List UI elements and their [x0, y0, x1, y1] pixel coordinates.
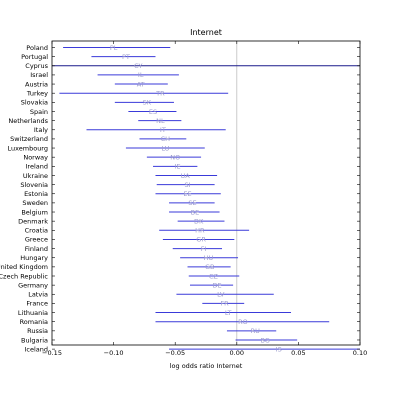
point-label: HR [195, 227, 205, 235]
point-label: CY [134, 62, 142, 70]
point-label: ES [149, 108, 157, 116]
point-label: SI [184, 181, 190, 189]
point-label: GR [196, 236, 206, 244]
category-label: United Kingdom [0, 263, 48, 271]
point-label: SE [188, 199, 196, 207]
point-label: TR [155, 90, 165, 98]
category-label: Denmark [18, 217, 48, 225]
category-label: Iceland [24, 345, 48, 353]
category-label: Lithuania [18, 309, 48, 317]
x-tick-label: 0.05 [291, 349, 305, 357]
point-label: IL [138, 71, 144, 79]
category-label: Romania [20, 318, 48, 326]
point-label: IE [175, 163, 181, 171]
point-label: LU [161, 144, 169, 152]
plot-frame [51, 40, 361, 346]
point-label: RO [238, 318, 248, 326]
point-label: PT [122, 53, 130, 61]
x-tick-label: 0.10 [353, 349, 367, 357]
chart-title: Internet [190, 28, 222, 37]
x-tick-label: 0.00 [230, 349, 244, 357]
category-label: Norway [23, 153, 48, 161]
point-label: IS [276, 345, 282, 353]
category-label: Cyprus [25, 62, 48, 70]
point-label: CZ [209, 272, 219, 280]
category-label: Greece [25, 236, 48, 244]
point-label: AT [137, 80, 145, 88]
point-label: BE [191, 208, 200, 216]
category-label: Ukraine [23, 172, 48, 180]
category-label: France [26, 300, 48, 308]
category-label: Slovenia [20, 181, 48, 189]
category-label: Portugal [21, 53, 48, 61]
x-tick-label: −0.15 [42, 349, 62, 357]
category-label: Luxembourg [7, 144, 48, 152]
category-label: Hungary [20, 254, 48, 262]
category-label: Latvia [28, 291, 48, 299]
category-label: Estonia [24, 190, 48, 198]
point-label: NL [156, 117, 165, 125]
point-label: RU [251, 327, 261, 335]
category-label: Turkey [26, 90, 48, 98]
point-label: FR [220, 300, 229, 308]
point-label: IT [160, 126, 166, 134]
category-label: Switzerland [10, 135, 48, 143]
point-label: GB [205, 263, 215, 271]
category-label: Russia [27, 327, 48, 335]
category-label: Israel [30, 71, 48, 79]
point-label: FI [201, 245, 207, 253]
point-label: DK [194, 217, 204, 225]
category-label: Bulgaria [21, 336, 48, 344]
point-label: CH [161, 135, 171, 143]
category-label: Italy [34, 126, 48, 134]
category-label: Netherlands [8, 117, 48, 125]
point-label: LV [217, 291, 225, 299]
point-label: UA [180, 172, 190, 180]
point-label: BG [260, 336, 269, 344]
category-label: Czech Republic [0, 272, 48, 280]
category-label: Belgium [21, 208, 48, 216]
category-label: Sweden [22, 199, 48, 207]
category-label: Slovakia [21, 99, 48, 107]
x-tick-label: −0.10 [104, 349, 124, 357]
category-label: Ireland [26, 163, 48, 171]
category-label: Croatia [25, 227, 48, 235]
category-label: Poland [26, 44, 48, 52]
category-label: Finland [25, 245, 48, 253]
point-label: DE [213, 281, 222, 289]
x-tick-label: −0.05 [165, 349, 185, 357]
category-label: Germany [18, 281, 48, 289]
category-label: Spain [30, 108, 48, 116]
category-label: Austria [25, 80, 48, 88]
point-label: NO [170, 153, 180, 161]
x-axis-label: log odds ratio Internet [170, 362, 243, 370]
point-label: PL [110, 44, 118, 52]
point-label: SK [143, 99, 152, 107]
point-label: EE [183, 190, 191, 198]
point-label: HU [204, 254, 214, 262]
point-label: LT [225, 309, 232, 317]
